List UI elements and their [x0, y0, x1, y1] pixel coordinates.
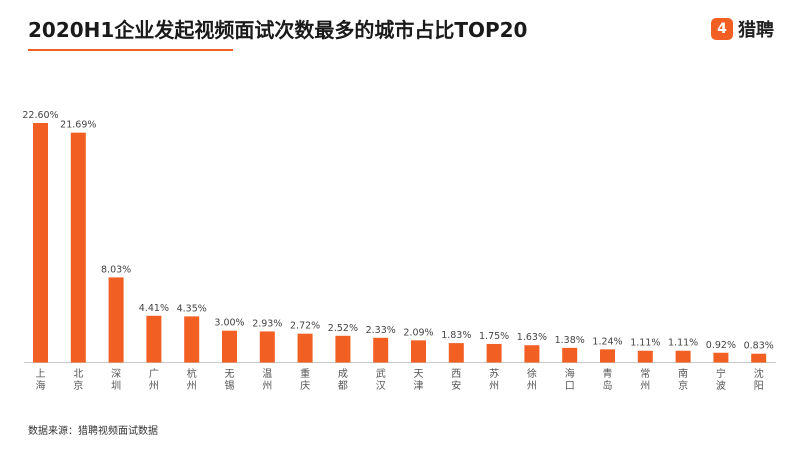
data-source-note: 数据来源：猎聘视频面试数据: [28, 426, 158, 437]
data-label-20: 0.83%: [744, 341, 774, 352]
category-label-4: 广州: [149, 368, 159, 392]
bar-18: [675, 350, 691, 363]
bar-13: [486, 343, 502, 363]
data-label-11: 2.09%: [403, 327, 433, 338]
data-label-17: 1.11%: [630, 338, 660, 349]
category-label-7: 温州: [262, 368, 272, 392]
data-label-14: 1.63%: [517, 332, 547, 343]
bar-1: [33, 123, 48, 363]
category-label-15: 海口: [565, 367, 575, 392]
data-label-16: 1.24%: [592, 336, 622, 347]
category-label-13: 苏州: [489, 367, 499, 392]
category-label-1: 上海: [36, 368, 46, 392]
bar-17: [637, 350, 653, 363]
category-label-16: 青岛: [603, 367, 613, 392]
category-label-2: 北京: [73, 368, 83, 392]
title-underline: [28, 49, 233, 51]
bar-5: [184, 316, 200, 363]
bar-11: [411, 340, 426, 363]
bar-8: [297, 333, 313, 363]
category-label-12: 西安: [451, 369, 461, 392]
bar-19: [713, 352, 729, 363]
liepin-logo-icon: 4: [711, 18, 733, 40]
category-label-9: 成都: [338, 368, 348, 392]
bar-10: [373, 337, 389, 363]
bar-9: [335, 335, 351, 363]
data-label-2: 21.69%: [60, 120, 96, 131]
bar-14: [524, 345, 540, 363]
data-label-15: 1.38%: [555, 335, 585, 346]
bar-3: [108, 277, 124, 363]
data-label-4: 4.41%: [139, 303, 169, 314]
data-label-7: 2.93%: [252, 318, 282, 329]
bar-20: [751, 353, 767, 363]
data-label-1: 22.60%: [22, 110, 58, 121]
brand-logo: 4 猎聘: [711, 16, 774, 42]
bar-4: [146, 315, 162, 363]
category-label-10: 武汉: [376, 367, 386, 392]
brand-name: 猎聘: [738, 20, 774, 41]
category-label-19: 宁波: [716, 367, 726, 392]
bar-2: [70, 132, 86, 363]
category-label-18: 南京: [678, 367, 688, 392]
bar-12: [448, 343, 464, 363]
category-label-11: 天津: [414, 369, 424, 392]
data-label-13: 1.75%: [479, 331, 509, 342]
bar-7: [259, 331, 275, 363]
data-label-9: 2.52%: [328, 323, 358, 334]
category-label-8: 重庆: [300, 367, 310, 392]
category-label-14: 徐州: [527, 367, 537, 392]
data-label-12: 1.83%: [441, 330, 471, 341]
category-label-5: 杭州: [187, 367, 197, 392]
data-label-5: 4.35%: [177, 303, 207, 314]
category-label-6: 无锡: [225, 369, 235, 392]
data-label-6: 3.00%: [214, 318, 244, 329]
category-label-17: 常州: [640, 367, 650, 392]
bar-16: [600, 349, 615, 363]
data-label-18: 1.11%: [668, 338, 698, 349]
bar-6: [222, 330, 237, 363]
page-title: 2020H1企业发起视频面试次数最多的城市占比TOP20: [28, 18, 528, 42]
data-label-3: 8.03%: [101, 264, 131, 275]
bar-15: [562, 347, 578, 363]
data-label-10: 2.33%: [366, 325, 396, 336]
data-label-8: 2.72%: [290, 321, 320, 332]
data-label-19: 0.92%: [706, 340, 736, 351]
category-label-20: 沈阳: [754, 367, 764, 392]
category-label-3: 深圳: [111, 368, 121, 392]
